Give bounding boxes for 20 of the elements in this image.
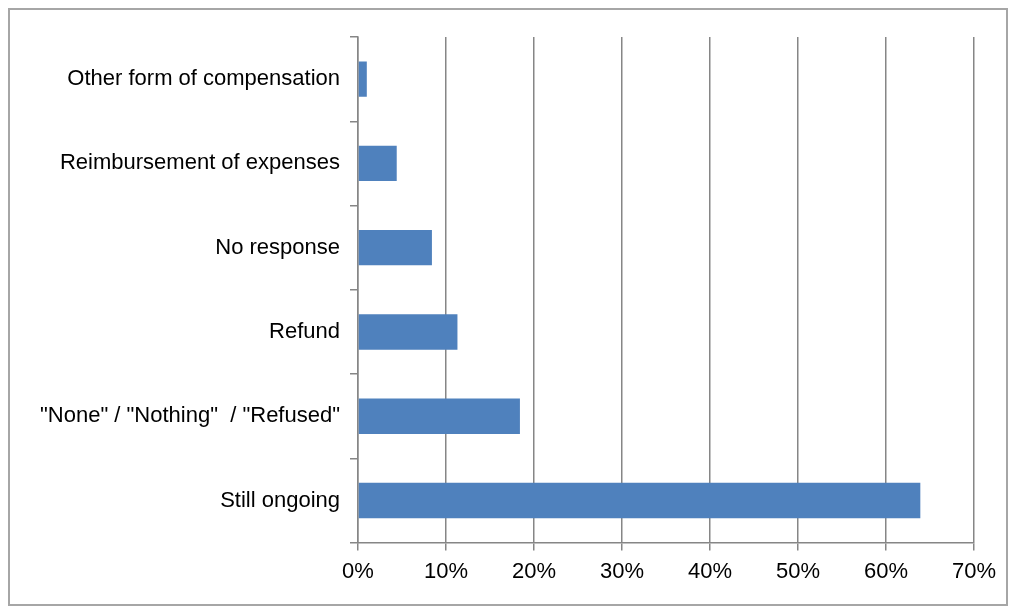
y-tick-label: Other form of compensation — [67, 65, 341, 91]
bar — [358, 314, 458, 350]
y-tick-label: No response — [215, 233, 341, 259]
y-tick-label: Reimbursement of expenses — [59, 149, 341, 175]
bar — [358, 145, 397, 182]
y-tick-label: "None" / "Nothing" / "Refused" — [39, 402, 341, 428]
x-tick-label: 60% — [863, 557, 909, 583]
x-tick-label: 30% — [599, 557, 645, 583]
bar — [358, 482, 921, 519]
x-tick-label: 70% — [951, 557, 997, 583]
x-tick-label: 20% — [511, 557, 557, 583]
bar — [358, 398, 520, 434]
x-tick-label: 50% — [775, 557, 821, 583]
bar — [358, 61, 367, 97]
y-tick-label: Refund — [269, 318, 341, 343]
x-tick-label: 10% — [423, 557, 469, 583]
x-tick-label: 40% — [687, 557, 733, 583]
bar — [358, 229, 432, 266]
x-tick-label: 0% — [342, 557, 374, 583]
y-tick-label: Still ongoing — [220, 486, 341, 512]
